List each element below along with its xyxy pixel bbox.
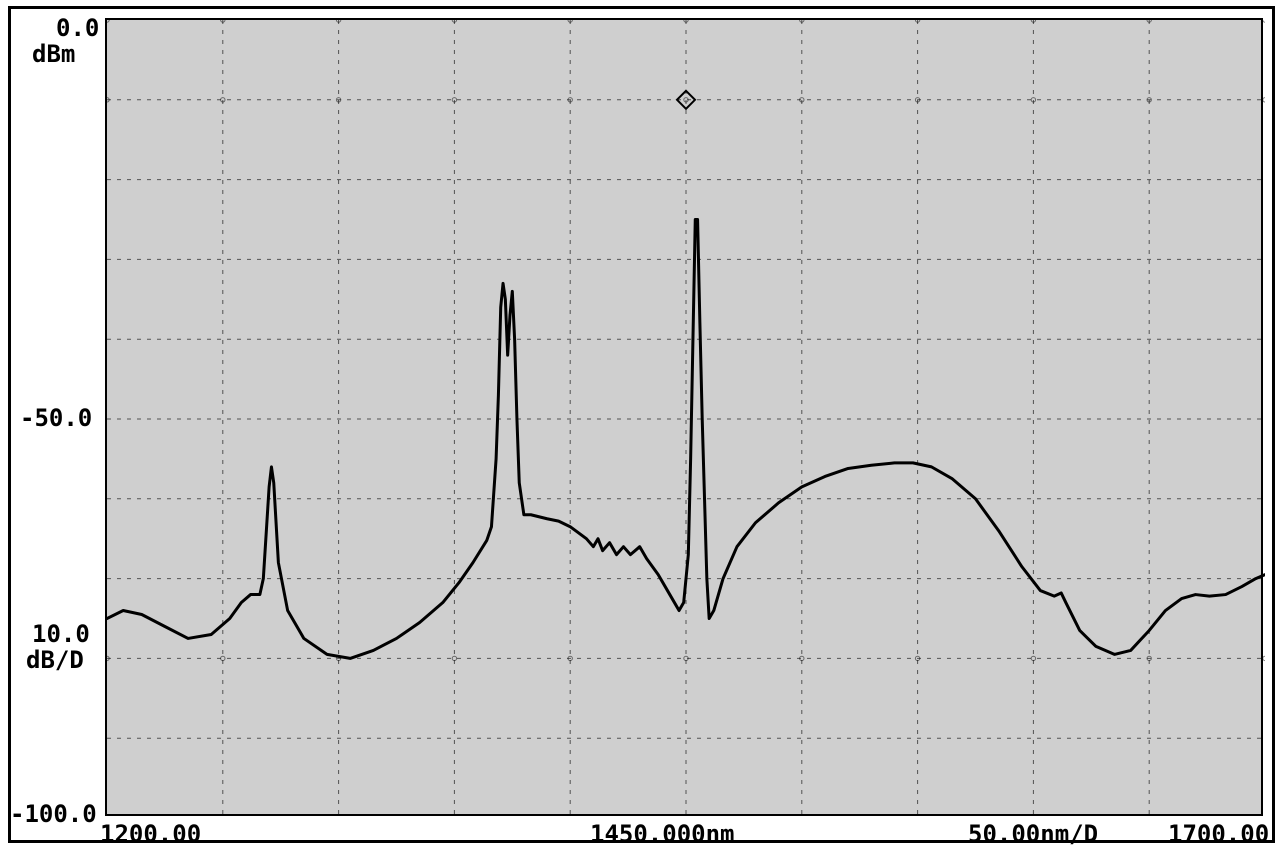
x-perdiv-label: 50.00nm/D — [968, 820, 1098, 848]
y-ref-level: 0.0 — [56, 14, 99, 42]
x-start-label: 1200.00 — [100, 820, 201, 848]
y-bottom-label: -100.0 — [10, 800, 97, 828]
plot-area — [105, 18, 1263, 816]
y-ref-unit: dBm — [32, 40, 75, 68]
y-scale-value: 10.0 — [32, 620, 90, 648]
x-end-label: 1700.00 — [1168, 820, 1269, 848]
spectrum-svg — [107, 20, 1265, 818]
y-scale-unit: dB/D — [26, 646, 84, 674]
x-center-label: 1450.000nm — [590, 820, 735, 848]
y-mid-label: -50.0 — [20, 404, 92, 432]
